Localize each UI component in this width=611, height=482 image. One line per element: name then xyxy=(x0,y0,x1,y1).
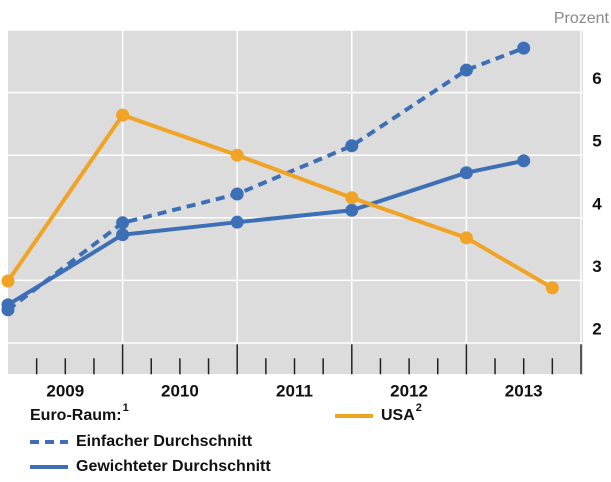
data-point xyxy=(116,216,130,230)
y-tick-label: 5 xyxy=(592,132,601,151)
x-tick-label: 2010 xyxy=(161,381,199,400)
data-point xyxy=(517,154,531,168)
data-point xyxy=(459,63,473,77)
data-point xyxy=(345,191,359,205)
data-point xyxy=(517,41,531,55)
plot-background xyxy=(8,30,583,374)
y-unit-label: Prozent xyxy=(554,10,610,27)
legend-label: Einfacher Durchschnitt xyxy=(76,433,253,450)
data-point xyxy=(116,108,130,122)
legend-footnote: 1 xyxy=(123,402,129,414)
legend-footnote: 2 xyxy=(416,402,422,414)
x-tick-label: 2012 xyxy=(390,381,428,400)
y-tick-label: 2 xyxy=(592,319,601,338)
y-tick-label: 6 xyxy=(592,69,601,88)
data-point xyxy=(1,298,15,312)
x-tick-label: 2011 xyxy=(276,381,313,400)
data-point xyxy=(230,148,244,162)
data-point xyxy=(459,231,473,245)
data-point xyxy=(459,166,473,180)
data-point xyxy=(1,274,15,288)
data-point xyxy=(345,139,359,153)
data-point xyxy=(116,228,130,242)
data-point xyxy=(345,203,359,217)
legend-group-title: Euro-Raum: xyxy=(30,407,122,424)
y-tick-label: 4 xyxy=(592,194,602,213)
legend-label: Gewichteter Durchschnitt xyxy=(76,458,271,475)
x-tick-label: 2013 xyxy=(505,381,543,400)
legend-label: USA xyxy=(381,407,415,424)
data-point xyxy=(230,187,244,201)
data-point xyxy=(230,215,244,229)
y-tick-label: 3 xyxy=(592,257,601,276)
line-series xyxy=(6,112,554,290)
line-series xyxy=(6,158,525,307)
data-point xyxy=(545,281,559,295)
x-tick-label: 2009 xyxy=(46,381,84,400)
line-series xyxy=(6,46,525,312)
